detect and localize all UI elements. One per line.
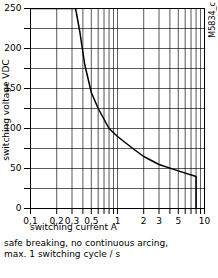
svg-text:250: 250 <box>4 3 21 13</box>
svg-text:200: 200 <box>4 43 21 53</box>
svg-text:5: 5 <box>175 216 181 226</box>
svg-text:2: 2 <box>141 216 147 226</box>
svg-text:50: 50 <box>10 163 22 173</box>
svg-text:0: 0 <box>16 203 22 213</box>
svg-text:10: 10 <box>199 216 211 226</box>
svg-text:3: 3 <box>156 216 162 226</box>
